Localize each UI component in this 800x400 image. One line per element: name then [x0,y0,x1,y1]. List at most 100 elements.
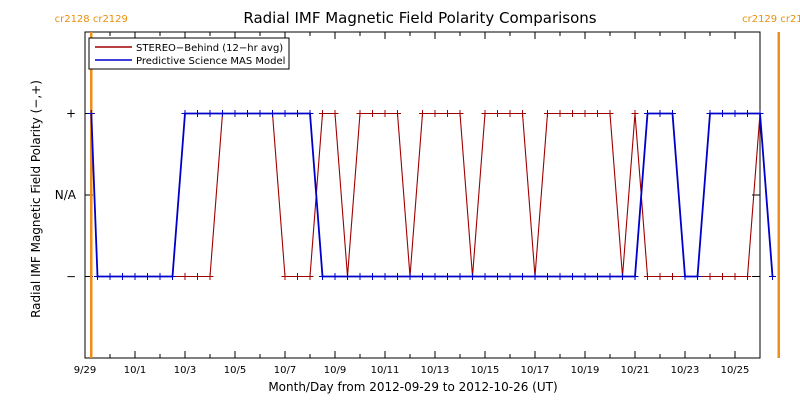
data-point-stereo [206,273,214,280]
y-tick-label: N/A [55,188,77,202]
data-point-model [119,273,126,280]
data-point-model [519,273,526,280]
data-point-stereo [194,273,201,280]
data-point-model [769,273,776,280]
data-point-stereo [606,110,614,117]
data-point-stereo [381,110,389,117]
data-point-stereo [519,110,526,117]
y-tick-label: + [66,107,76,121]
data-point-stereo [594,110,601,117]
data-point-model [531,273,539,280]
data-point-model [231,110,239,117]
data-point-model [306,110,314,117]
data-point-stereo [281,273,289,280]
data-point-model [206,110,214,117]
data-point-model [319,273,326,280]
data-point-model [87,110,95,117]
data-point-model [394,273,401,280]
data-point-stereo [444,110,451,117]
legend-box [88,37,290,70]
data-point-model [756,110,764,117]
data-point-model [669,110,676,117]
data-point-stereo [319,110,326,117]
x-tick-label: 10/13 [421,365,450,376]
series-line-model [90,112,774,278]
data-point-stereo [294,273,301,280]
data-point-stereo [306,273,314,280]
legend: STEREO−Behind (12−hr avg) Predictive Sci… [88,37,290,70]
data-point-model [581,273,589,280]
data-point-stereo [369,110,376,117]
data-point-model [681,273,689,280]
data-point-stereo [719,273,726,280]
data-point-stereo [669,273,676,280]
data-point-model [494,273,501,280]
data-point-model [156,273,164,280]
data-point-model [294,110,301,117]
x-tick-label: 10/23 [671,365,700,376]
x-tick-label: 10/19 [571,365,600,376]
data-point-model [694,273,701,280]
data-point-model [656,110,664,117]
x-tick-label: 10/5 [224,365,246,376]
x-tick-label: 10/11 [371,365,400,376]
data-point-model [631,273,639,280]
data-point-model [744,110,751,117]
data-point-model [544,273,551,280]
data-point-stereo [356,110,364,117]
legend-label-model: Predictive Science MAS Model [136,56,285,67]
data-point-model [719,110,726,117]
data-point-stereo [544,110,551,117]
data-point-stereo [431,110,439,117]
data-point-stereo [419,110,426,117]
data-point-model [556,273,564,280]
carrington-rotation-markers: cr2128 cr2129 cr2129 cr2130 [55,14,800,358]
x-tick-label: 10/21 [621,365,650,376]
data-point-model [256,110,264,117]
data-point-model [219,110,226,117]
x-tick-label: 10/9 [324,365,346,376]
y-axis-label: Radial IMF Magnetic Field Polarity (−,+) [29,80,43,318]
data-point-model [181,110,189,117]
data-point-model [644,110,651,117]
x-tick-label: 10/7 [274,365,296,376]
carrington-marker-label: cr2129 cr2130 [742,14,800,25]
data-point-stereo [631,110,639,117]
data-point-stereo [394,110,401,117]
data-point-stereo [706,273,714,280]
data-point-model [731,110,739,117]
data-point-model [481,273,489,280]
data-point-model [281,110,289,117]
data-point-model [244,110,251,117]
plot-frame [84,31,761,359]
series-layer [87,110,776,280]
legend-label-stereo: STEREO−Behind (12−hr avg) [136,43,283,54]
x-tick-label: 10/1 [124,365,146,376]
data-point-stereo [456,110,464,117]
data-point-model [106,273,114,280]
data-point-model [456,273,464,280]
data-point-model [369,273,376,280]
series-line-stereo [90,112,774,278]
x-tick-label: 9/29 [74,365,96,376]
data-point-stereo [744,273,751,280]
data-point-stereo [181,273,189,280]
x-tick-label: 10/17 [521,365,550,376]
data-point-model [94,273,101,280]
data-point-stereo [506,110,514,117]
y-tick-label: − [66,270,76,284]
data-point-stereo [731,273,739,280]
data-point-stereo [331,110,339,117]
data-point-model [269,110,276,117]
x-axis-label: Month/Day from 2012-09-29 to 2012-10-26 … [268,380,557,394]
data-point-model [381,273,389,280]
data-point-model [406,273,414,280]
x-tick-label: 10/15 [471,365,500,376]
data-point-stereo [494,110,501,117]
data-point-model [169,273,176,280]
data-point-model [194,110,201,117]
data-point-model [431,273,439,280]
data-point-model [606,273,614,280]
y-axis-ticks: − N/A + [55,107,760,284]
data-point-stereo [644,273,651,280]
